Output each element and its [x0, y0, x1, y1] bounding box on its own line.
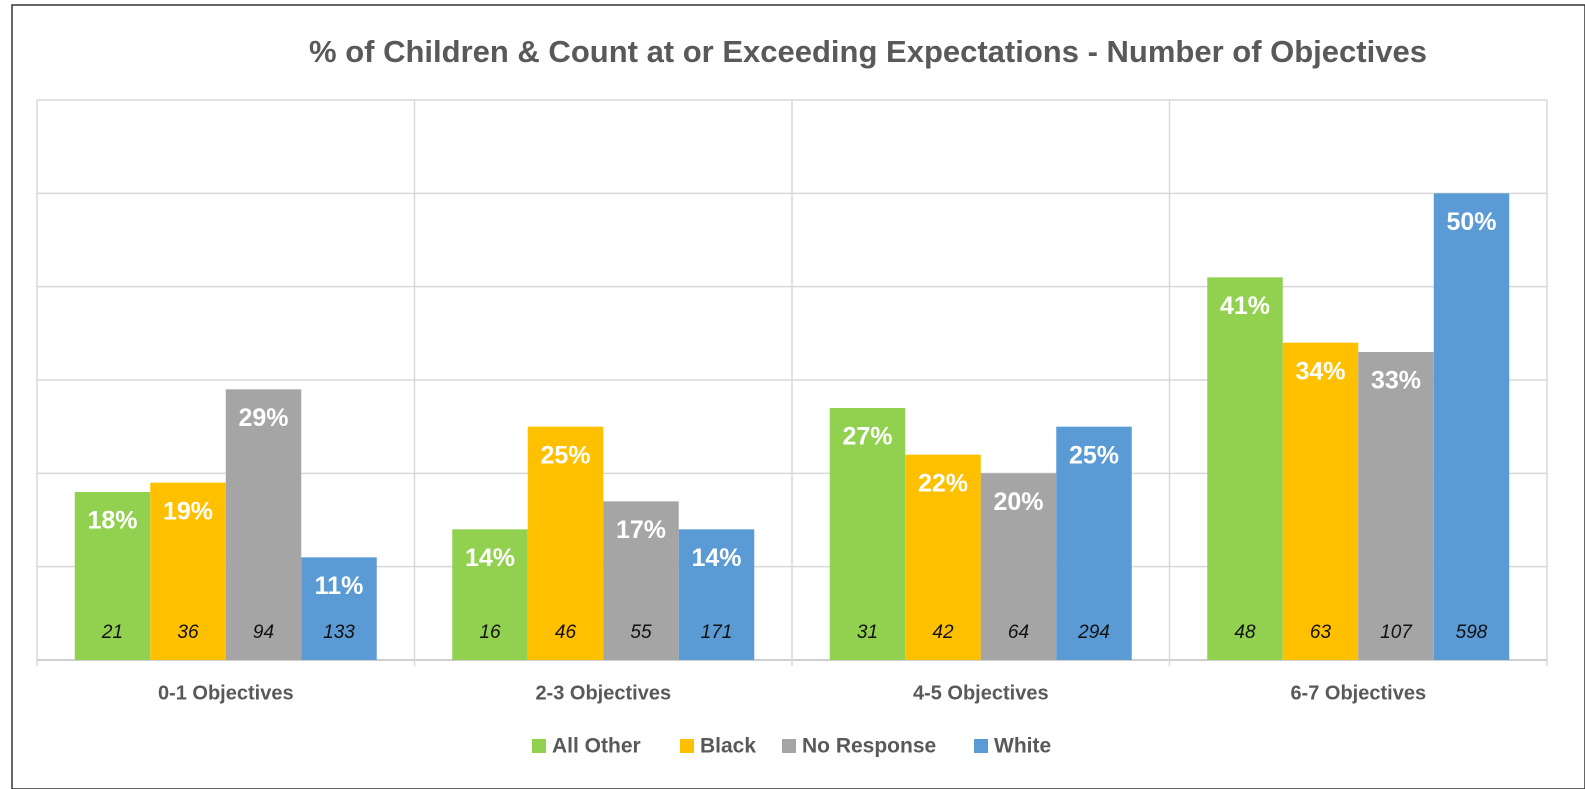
chart-title: % of Children & Count at or Exceeding Ex…: [309, 34, 1427, 69]
legend-swatch: [532, 739, 546, 753]
x-tick-label: 0-1 Objectives: [158, 682, 294, 704]
value-label: 14%: [465, 544, 515, 572]
count-label: 133: [323, 622, 355, 643]
bar: [1433, 193, 1510, 661]
count-label: 55: [630, 622, 652, 643]
value-label: 33%: [1371, 367, 1421, 395]
count-label: 598: [1456, 622, 1488, 643]
value-label: 14%: [691, 544, 741, 572]
legend-label: Black: [700, 735, 756, 758]
bar: [905, 454, 981, 660]
x-tick-label: 6-7 Objectives: [1290, 682, 1426, 704]
legend-swatch: [782, 739, 796, 753]
bar: [829, 408, 906, 660]
bar: [980, 473, 1057, 660]
legend-label: No Response: [802, 735, 936, 758]
bar: [603, 501, 679, 660]
bar: [1282, 342, 1359, 660]
bar: [225, 389, 302, 660]
count-label: 107: [1380, 622, 1413, 643]
value-label: 25%: [1069, 441, 1119, 469]
count-label: 94: [253, 622, 274, 643]
count-label: 21: [101, 622, 123, 643]
count-label: 42: [932, 622, 954, 643]
value-label: 50%: [1446, 208, 1496, 236]
legend-label: All Other: [552, 735, 641, 758]
count-label: 16: [479, 622, 501, 643]
value-label: 29%: [238, 404, 288, 432]
value-label: 20%: [993, 488, 1043, 516]
bar: [301, 557, 377, 660]
bar: [678, 529, 755, 660]
count-label: 48: [1234, 622, 1256, 643]
value-label: 19%: [163, 497, 213, 525]
legend-swatch: [974, 739, 988, 753]
value-label: 18%: [87, 507, 137, 535]
count-label: 46: [555, 622, 577, 643]
x-tick-label: 4-5 Objectives: [913, 682, 1049, 704]
bar: [527, 426, 604, 660]
value-label: 41%: [1220, 292, 1270, 320]
bar: [1056, 426, 1132, 660]
count-label: 63: [1310, 622, 1332, 643]
value-label: 25%: [540, 441, 590, 469]
bar: [1207, 277, 1283, 660]
count-label: 171: [701, 622, 733, 643]
x-tick-label: 2-3 Objectives: [535, 682, 671, 704]
bar: [74, 492, 151, 660]
value-label: 17%: [616, 516, 666, 544]
bar: [1358, 352, 1434, 660]
value-label: 11%: [315, 572, 364, 600]
legend-label: White: [994, 735, 1051, 758]
value-label: 34%: [1295, 357, 1345, 385]
value-label: 27%: [842, 423, 892, 451]
count-label: 64: [1008, 622, 1029, 643]
bar: [150, 482, 226, 660]
bar: [452, 529, 528, 660]
legend-swatch: [680, 739, 694, 753]
count-label: 31: [857, 622, 878, 643]
count-label: 36: [177, 622, 199, 643]
count-label: 294: [1077, 622, 1110, 643]
value-label: 22%: [918, 469, 968, 497]
